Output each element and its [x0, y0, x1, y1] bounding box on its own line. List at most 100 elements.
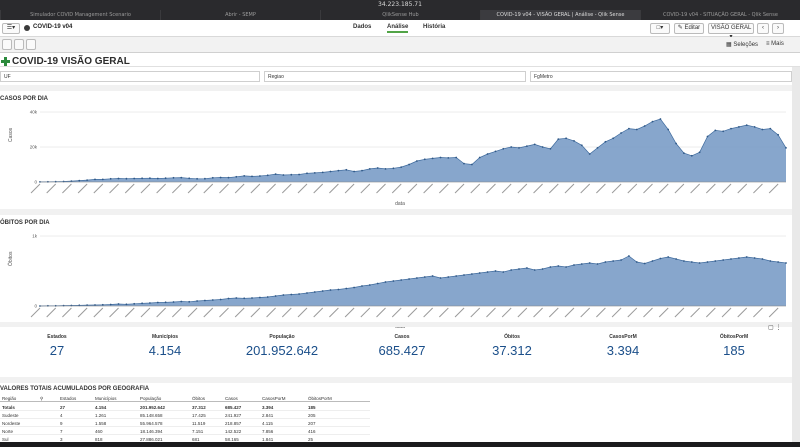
- cases-point: [769, 127, 772, 130]
- table-row[interactable]: Totals 27 4.154 201.952.642 37.312 685.427 3.3…: [0, 404, 370, 411]
- deaths-point: [580, 263, 583, 265]
- url-bar[interactable]: 34.223.185.71: [378, 1, 422, 8]
- next-sheet-icon[interactable]: ›: [772, 23, 784, 34]
- bookmark-icon[interactable]: □▾: [650, 23, 670, 34]
- deaths-xtick-label: [643, 307, 653, 318]
- table-header-cell[interactable]: Óbitos: [192, 396, 206, 401]
- divider: [0, 377, 792, 383]
- cases-point: [698, 151, 701, 154]
- deaths-xtick-label: [768, 307, 779, 318]
- nav-historia[interactable]: História: [423, 24, 446, 30]
- table-row[interactable]: Sul 3 818 27.886.021 681 58.165 1.841 25: [0, 436, 370, 442]
- browser-tab[interactable]: Simulador COVID Management Scenario: [0, 10, 160, 20]
- clear-selections-icon[interactable]: [26, 39, 36, 50]
- table-cell: 4.115: [262, 421, 273, 426]
- kpi-label: Casos: [394, 334, 410, 340]
- deaths-point: [698, 262, 701, 264]
- table-header-cell[interactable]: CasosPorM: [262, 396, 286, 401]
- table-header-cell[interactable]: Região: [2, 396, 17, 401]
- table-cell: 4.154: [95, 405, 107, 410]
- menu-icon[interactable]: ☰▾: [2, 23, 20, 34]
- table-header-cell[interactable]: Municípios: [95, 396, 117, 401]
- cases-xtick-label: [46, 183, 57, 194]
- selections-tool-icon[interactable]: [14, 39, 24, 50]
- cases-xtick-label: [250, 183, 261, 194]
- deaths-xtick-label: [454, 307, 465, 318]
- cases-point: [439, 156, 442, 159]
- cases-chart[interactable]: Casos data 0 20k 40k: [0, 104, 795, 206]
- cases-point: [204, 177, 206, 180]
- table-header-cell[interactable]: ÓbitosPorM: [308, 396, 332, 401]
- deaths-chart[interactable]: Óbitos data 0 1k: [0, 228, 795, 330]
- kpi--bitosporm[interactable]: ÓbitosPorM 185: [679, 332, 789, 378]
- table-cell: 818: [95, 437, 103, 442]
- kpi-value: 685.427: [378, 343, 426, 358]
- filter-fgmetro[interactable]: FgMetro: [530, 71, 792, 82]
- nav-dados[interactable]: Dados: [353, 24, 372, 30]
- edit-button[interactable]: ✎ Editar: [674, 23, 704, 34]
- table-row[interactable]: Sudeste 4 1.261 85.148.658 17.425 241.927 2.84…: [0, 412, 370, 419]
- kpi-casosporm[interactable]: CasosPorM 3.394: [568, 332, 678, 378]
- kpi-munic-pios[interactable]: Municípios 4.154: [110, 332, 220, 378]
- browser-tab[interactable]: QlikSense Hub: [320, 10, 480, 20]
- deaths-point: [345, 287, 348, 290]
- deaths-point: [282, 294, 285, 296]
- deaths-point: [565, 266, 567, 268]
- expand-icon[interactable]: ▢ ⋮: [768, 325, 782, 331]
- health-cross-icon: [1, 57, 10, 66]
- deaths-xtick-label: [611, 307, 622, 318]
- cases-point: [526, 145, 528, 147]
- filter-regiao[interactable]: Regiao: [264, 71, 526, 82]
- more-button[interactable]: ≡ Mais: [766, 41, 784, 47]
- smart-search-icon[interactable]: [2, 39, 12, 50]
- cases-point: [306, 172, 308, 175]
- cases-point: [172, 176, 175, 179]
- selections-button[interactable]: ▦ Seleções: [726, 42, 759, 48]
- filter-uf[interactable]: UF: [0, 71, 260, 82]
- table-cell: 1.841: [262, 437, 274, 442]
- kpi--bitos[interactable]: Óbitos 37.312: [457, 332, 567, 378]
- kpi-casos[interactable]: Casos 685.427: [347, 332, 457, 378]
- table-header-cell[interactable]: Estados: [60, 396, 77, 401]
- vertical-scrollbar[interactable]: [792, 67, 800, 442]
- cases-xtick-label: [313, 183, 324, 194]
- table-header-cell[interactable]: População: [140, 396, 162, 401]
- cases-point: [376, 167, 379, 169]
- prev-sheet-icon[interactable]: ‹: [757, 23, 769, 34]
- table-cell: 9: [60, 421, 63, 426]
- deaths-point: [384, 281, 387, 283]
- cases-ytick-label: 20k: [30, 145, 38, 150]
- table-row[interactable]: Norte 7 460 18.146.394 7.151 142.522 7.856 416: [0, 428, 370, 435]
- deaths-xtick-label: [737, 307, 748, 318]
- deaths-point: [651, 260, 654, 262]
- table-row[interactable]: Nordeste 9 1.558 55.964.578 11.519 218.857 4.1…: [0, 420, 370, 427]
- kpi-label: ÓbitosPorM: [719, 334, 749, 340]
- deaths-point: [376, 282, 379, 285]
- browser-tab[interactable]: COVID-19 v04 - SITUAÇÃO GERAL - Qlik Sen…: [640, 10, 800, 20]
- browser-tab-active[interactable]: COVID-19 v04 - VISÃO GERAL | Análise - Q…: [480, 10, 640, 20]
- deaths-point: [510, 269, 513, 271]
- cases-xlabel: data: [395, 201, 405, 206]
- table-header-cell[interactable]: Casos: [225, 396, 238, 401]
- kpi-popula-o[interactable]: População 201.952.642: [227, 332, 337, 378]
- cases-point: [643, 125, 646, 127]
- sheet-select-label: VISÃO GERAL: [710, 25, 752, 31]
- table-cell: 3.394: [262, 405, 274, 410]
- cases-point: [235, 175, 238, 178]
- deaths-point: [785, 262, 787, 264]
- cases-ytick-label: 0: [34, 180, 37, 185]
- nav-analise[interactable]: Análise: [387, 24, 409, 33]
- table-cell: 58.165: [225, 437, 239, 442]
- table-cell: 681: [192, 437, 200, 442]
- deaths-ylabel: Óbitos: [7, 251, 14, 266]
- cases-point: [196, 177, 199, 180]
- cases-point: [588, 153, 591, 155]
- browser-tab[interactable]: Abrir - SEMP: [160, 10, 320, 20]
- cases-xtick-label: [643, 183, 653, 194]
- kpi-estados[interactable]: Estados 27: [2, 332, 112, 378]
- sheet-select[interactable]: VISÃO GERAL ▾: [708, 23, 754, 40]
- search-icon[interactable]: ⚲: [40, 396, 44, 401]
- cases-point: [690, 154, 693, 157]
- cases-point: [188, 177, 191, 180]
- deaths-xtick-label: [297, 307, 308, 318]
